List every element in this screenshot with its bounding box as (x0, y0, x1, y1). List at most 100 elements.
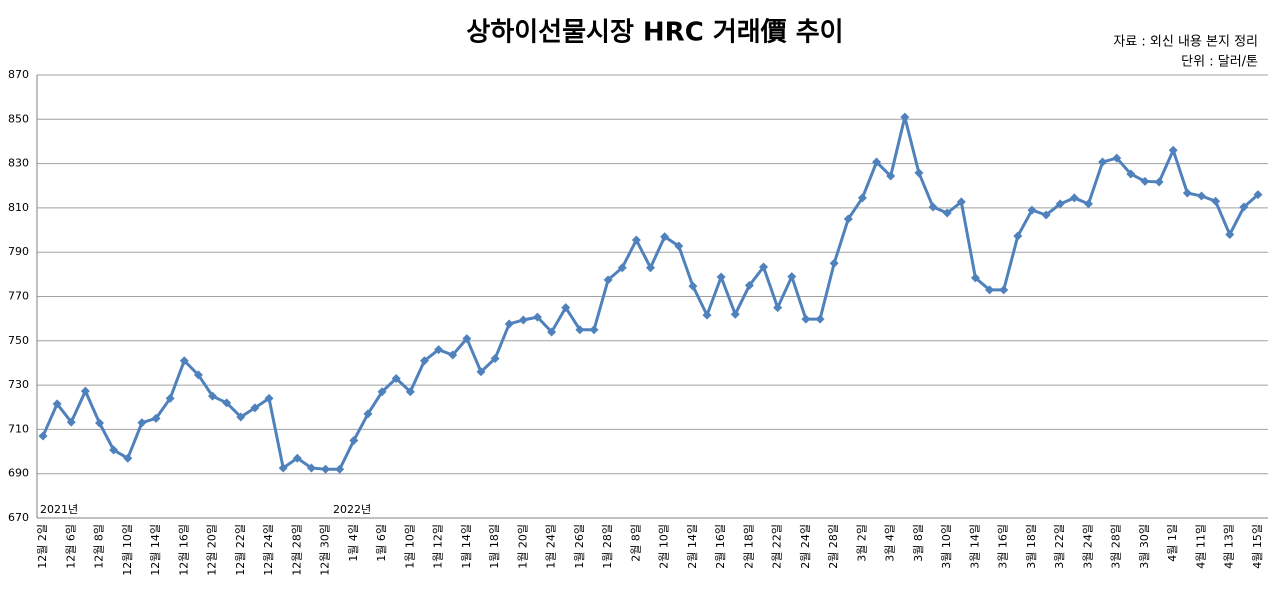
point-marker (363, 409, 373, 419)
point-marker (744, 280, 754, 290)
point-marker (179, 356, 189, 366)
point-marker (264, 393, 274, 403)
point-marker (1211, 196, 1221, 206)
point-marker (165, 393, 175, 403)
point-marker (434, 345, 444, 355)
y-tick-label: 730 (8, 378, 29, 391)
x-tick-label: 3월 22일 (1052, 524, 1066, 569)
point-marker (292, 453, 302, 463)
x-tick-label: 3월 18일 (1024, 524, 1038, 569)
point-marker (52, 399, 62, 409)
x-tick-label: 4월 13일 (1222, 524, 1236, 569)
point-marker (377, 387, 387, 397)
point-marker (236, 412, 246, 422)
point-marker (1225, 229, 1235, 239)
point-marker (419, 356, 429, 366)
point-marker (80, 386, 90, 396)
point-marker (631, 235, 641, 245)
x-tick-label: 2월 24일 (798, 524, 812, 569)
point-marker (872, 157, 882, 167)
x-tick-label: 3월 16일 (996, 524, 1010, 569)
point-marker (66, 417, 76, 427)
point-marker (886, 171, 896, 181)
point-marker (349, 435, 359, 445)
x-tick-label: 1월 12일 (431, 524, 445, 569)
point-marker (278, 463, 288, 473)
x-tick-label: 12월 10일 (120, 524, 134, 576)
point-marker (95, 418, 105, 428)
x-tick-label: 1월 28일 (600, 524, 614, 569)
point-marker (335, 464, 345, 474)
point-marker (801, 314, 811, 324)
x-tick-label: 1월 18일 (487, 524, 501, 569)
point-marker (490, 354, 500, 364)
point-marker (730, 309, 740, 319)
point-marker (561, 303, 571, 313)
y-tick-label: 750 (8, 334, 29, 347)
point-marker (208, 391, 218, 401)
point-marker (674, 241, 684, 251)
point-marker (1253, 190, 1263, 200)
x-tick-label: 3월 24일 (1080, 524, 1094, 569)
point-marker (193, 370, 203, 380)
point-marker (462, 334, 472, 344)
year-annotation: 2022년 (333, 503, 371, 516)
point-marker (970, 273, 980, 283)
x-tick-label: 3월 8일 (911, 524, 925, 562)
x-tick-label: 12월 28일 (289, 524, 303, 576)
x-tick-label: 3월 14일 (967, 524, 981, 569)
series-line (41, 116, 1259, 471)
point-marker (547, 327, 557, 337)
point-marker (1126, 169, 1136, 179)
x-tick-label: 12월 2일 (35, 524, 49, 569)
point-marker (1239, 202, 1249, 212)
point-marker (660, 232, 670, 242)
x-tick-label: 4월 11일 (1193, 524, 1207, 569)
point-marker (702, 310, 712, 320)
x-tick-label: 12월 24일 (261, 524, 275, 576)
point-marker (857, 193, 867, 203)
unit-note: 단위 : 달러/톤 (1181, 55, 1258, 70)
point-marker (1041, 210, 1051, 220)
x-tick-label: 2월 8일 (628, 524, 642, 562)
point-marker (1055, 199, 1065, 209)
y-tick-label: 850 (8, 112, 29, 125)
point-marker (1027, 205, 1037, 215)
point-marker (617, 263, 627, 273)
x-tick-label: 1월 6일 (374, 524, 388, 562)
point-marker (532, 312, 542, 322)
y-tick-label: 710 (8, 422, 29, 435)
point-marker (391, 373, 401, 383)
x-tick-label: 1월 20일 (515, 524, 529, 569)
source-note: 자료 : 외신 내용 본지 정리 (1113, 35, 1258, 50)
point-marker (787, 272, 797, 282)
point-marker (1098, 157, 1108, 167)
x-tick-label: 3월 2일 (854, 524, 868, 562)
point-marker (688, 281, 698, 291)
x-tick-label: 3월 28일 (1109, 524, 1123, 569)
x-tick-label: 12월 30일 (318, 524, 332, 576)
point-marker (589, 325, 599, 335)
point-marker (1140, 176, 1150, 186)
point-marker (575, 325, 585, 335)
point-marker (504, 319, 514, 329)
point-marker (1069, 193, 1079, 203)
y-tick-label: 870 (8, 68, 29, 81)
x-tick-label: 4월 15일 (1250, 524, 1264, 569)
point-marker (476, 367, 486, 377)
y-tick-label: 830 (8, 157, 29, 170)
x-tick-label: 2월 10일 (657, 524, 671, 569)
point-marker (1112, 153, 1122, 163)
point-marker (405, 387, 415, 397)
point-marker (829, 258, 839, 268)
point-marker (928, 202, 938, 212)
x-tick-label: 3월 4일 (883, 524, 897, 562)
x-tick-label: 1월 4일 (346, 524, 360, 562)
x-tick-label: 12월 14일 (148, 524, 162, 576)
x-tick-label: 12월 20일 (205, 524, 219, 576)
point-marker (1083, 199, 1093, 209)
chart-title: 상하이선물시장 HRC 거래價 추이 (466, 18, 843, 48)
point-marker (321, 464, 331, 474)
x-tick-label: 2월 18일 (741, 524, 755, 569)
